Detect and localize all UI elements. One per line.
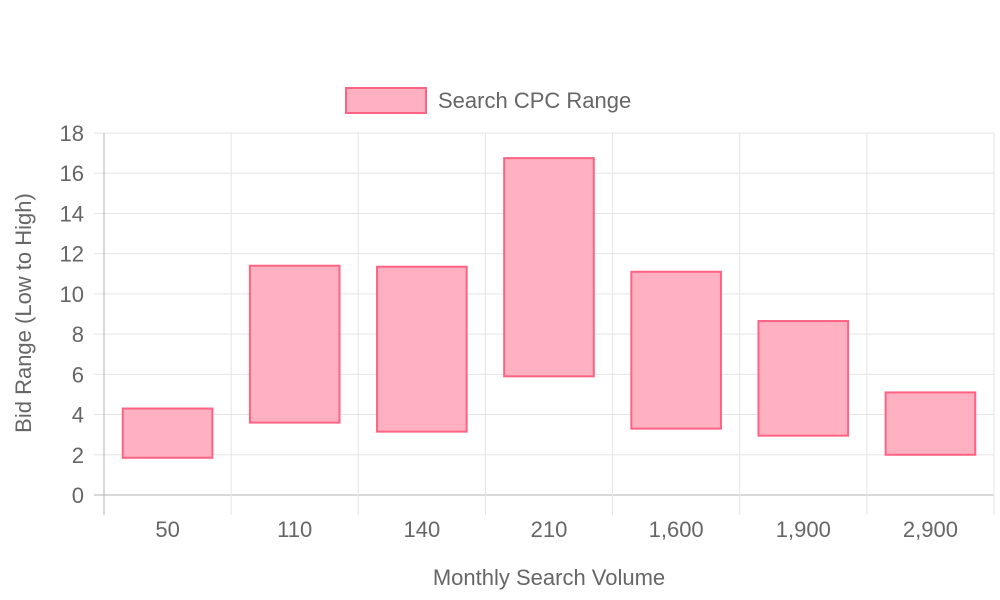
y-tick-label: 4 <box>72 403 84 428</box>
x-axis-title: Monthly Search Volume <box>433 565 665 590</box>
legend-swatch[interactable] <box>345 87 427 114</box>
range-bar[interactable] <box>884 391 977 456</box>
range-bar[interactable] <box>630 270 722 430</box>
x-tick-label: 210 <box>531 517 568 542</box>
y-tick-label: 12 <box>60 242 84 267</box>
y-tick-label: 6 <box>72 362 84 387</box>
y-tick-label: 18 <box>60 121 84 146</box>
y-tick-label: 8 <box>72 322 84 347</box>
range-bar[interactable] <box>503 157 595 378</box>
x-tick-label: 140 <box>403 517 440 542</box>
bars <box>121 157 977 459</box>
y-tick-label: 16 <box>60 161 84 186</box>
legend-label[interactable]: Search CPC Range <box>438 88 631 113</box>
range-bar[interactable] <box>757 320 850 437</box>
range-bar[interactable] <box>248 264 341 424</box>
range-bar[interactable] <box>121 407 214 459</box>
y-tick-label: 0 <box>72 483 84 508</box>
y-tick-label: 2 <box>72 443 84 468</box>
x-tick-label: 1,900 <box>776 517 831 542</box>
legend[interactable]: Search CPC Range <box>345 87 631 114</box>
y-tick-label: 10 <box>60 282 84 307</box>
y-tick-label: 14 <box>60 201 84 226</box>
x-tick-label: 2,900 <box>903 517 958 542</box>
x-tick-label: 1,600 <box>649 517 704 542</box>
axes: 0 2 4 6 8 10 12 14 16 18 50 110 140 210 1,600 1,900 2,90… <box>60 121 958 542</box>
x-tick-label: 50 <box>155 517 179 542</box>
y-axis-title: Bid Range (Low to High) <box>11 193 36 433</box>
x-tick-label: 110 <box>277 517 312 542</box>
range-bar[interactable] <box>376 265 468 433</box>
